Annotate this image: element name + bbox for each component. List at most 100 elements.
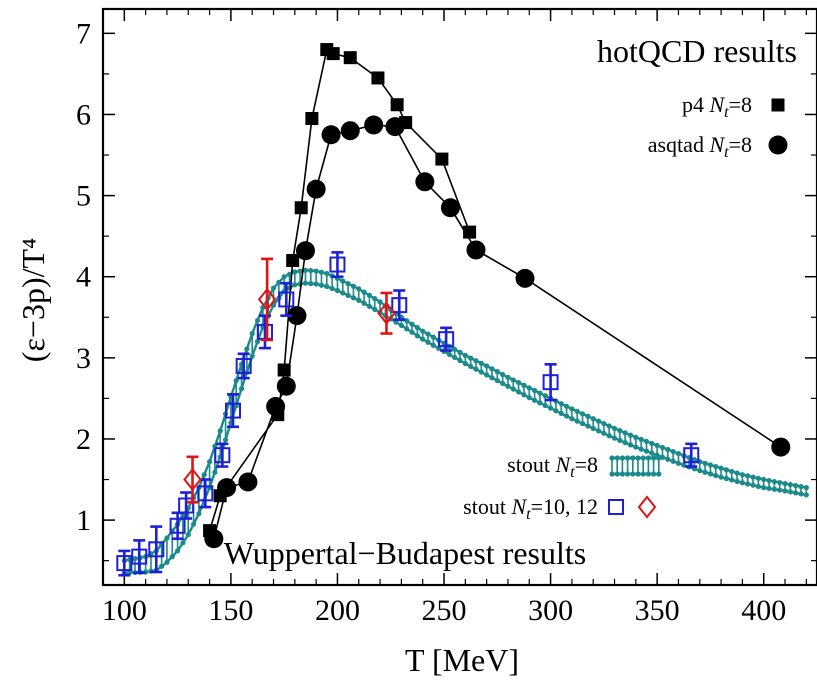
data-markers — [116, 43, 791, 577]
legend-asqtad-label: asqtad Nt=8 — [648, 132, 752, 161]
band-lower-dot — [510, 386, 516, 392]
band-upper-dot — [270, 285, 277, 291]
band-lower-dot — [430, 342, 436, 348]
stout-nt8-band — [121, 267, 809, 576]
band-upper-dot — [297, 268, 303, 274]
data-point — [294, 201, 308, 215]
band-upper-dot — [729, 468, 735, 475]
band-upper-dot — [516, 379, 522, 386]
band-lower-dot — [366, 303, 373, 309]
band-upper-dot — [643, 438, 650, 445]
band-lower-dot — [238, 386, 245, 392]
band-upper-dot — [723, 467, 730, 473]
band-upper-dot — [414, 325, 420, 331]
band-upper-dot — [627, 432, 634, 438]
band-lower-dot — [750, 482, 756, 488]
data-point — [214, 447, 231, 464]
band-lower-dot — [761, 485, 767, 491]
band-upper-dot — [313, 268, 319, 274]
band-lower-dot — [254, 339, 261, 345]
band-lower-dot — [606, 433, 612, 439]
data-point — [197, 485, 214, 502]
data-point — [542, 374, 559, 391]
band-lower-dot — [190, 521, 197, 527]
y-tick-label: 5 — [76, 180, 91, 213]
data-point — [771, 437, 791, 457]
data-point — [204, 529, 224, 549]
band-lower-dot — [531, 397, 538, 403]
band-lower-dot — [174, 548, 181, 554]
band-upper-dot — [452, 346, 458, 352]
x-tick-label: 350 — [635, 594, 680, 627]
band-upper-dot — [782, 480, 788, 487]
data-point — [257, 287, 277, 312]
x-axis-title: T [MeV] — [405, 642, 519, 678]
band-lower-dot — [590, 425, 596, 432]
band-upper-dot — [425, 331, 431, 337]
band-upper-dot — [691, 457, 698, 463]
band-lower-dot — [164, 559, 170, 565]
band-lower-dot — [452, 354, 458, 361]
data-point — [295, 241, 315, 261]
data-point — [286, 253, 300, 267]
band-upper-dot — [430, 334, 436, 340]
band-upper-dot — [345, 281, 351, 287]
data-point — [217, 478, 237, 498]
data-point — [683, 447, 700, 464]
band-upper-dot — [377, 299, 383, 305]
band-lower-dot — [563, 413, 570, 419]
band-upper-dot — [595, 418, 602, 424]
band-lower-dot — [595, 428, 602, 434]
band-lower-dot — [212, 469, 218, 475]
band-lower-dot — [500, 380, 506, 386]
axes: 100 150 200 250 300 350 400 1 2 3 4 5 6 7 — [76, 7, 817, 627]
data-point — [385, 117, 405, 137]
band-upper-dot — [777, 479, 783, 486]
band-lower-dot — [361, 300, 367, 306]
band-upper-dot — [649, 440, 655, 447]
band-lower-dot — [292, 282, 298, 288]
band-upper-dot — [569, 406, 575, 412]
band-lower-dot — [579, 420, 586, 427]
band-upper-dot — [563, 403, 570, 409]
band-lower-dot — [771, 486, 777, 492]
band-lower-dot — [681, 462, 687, 468]
band-lower-dot — [446, 351, 452, 357]
band-lower-dot — [675, 460, 682, 466]
wb-title: Wuppertal−Budapest results — [224, 535, 586, 571]
data-point — [391, 297, 408, 314]
series-line — [213, 124, 782, 539]
band-upper-dot — [670, 448, 676, 455]
band-lower-dot — [718, 474, 724, 480]
band-lower-dot — [473, 366, 479, 372]
band-upper-dot — [707, 462, 714, 468]
band-lower-dot — [356, 297, 362, 303]
band-upper-dot — [638, 436, 644, 442]
band-lower-dot — [569, 416, 575, 422]
band-lower-dot — [313, 281, 319, 287]
band-lower-dot — [537, 400, 543, 406]
data-point — [329, 256, 346, 273]
band-lower-dot — [713, 472, 719, 479]
band-lower-dot — [462, 360, 468, 367]
band-upper-dot — [217, 428, 223, 434]
band-upper-dot — [702, 460, 708, 466]
band-upper-dot — [787, 482, 793, 488]
band-lower-dot — [334, 287, 341, 294]
band-upper-dot — [793, 483, 799, 489]
legend-stout1012-label: stout Nt=10, 12 — [463, 494, 598, 523]
band-lower-dot — [729, 477, 735, 483]
band-lower-dot — [457, 357, 463, 364]
data-point — [463, 225, 477, 239]
band-lower-dot — [494, 377, 500, 384]
band-upper-dot — [302, 267, 309, 273]
band-lower-dot — [516, 389, 522, 395]
band-lower-dot — [404, 326, 410, 332]
data-point — [438, 331, 455, 348]
band-upper-dot — [590, 416, 596, 422]
band-lower-dot — [707, 471, 714, 477]
band-upper-dot — [254, 317, 261, 324]
band-upper-dot — [558, 401, 564, 407]
y-tick-label: 2 — [76, 423, 91, 456]
band-lower-dot — [627, 442, 634, 448]
